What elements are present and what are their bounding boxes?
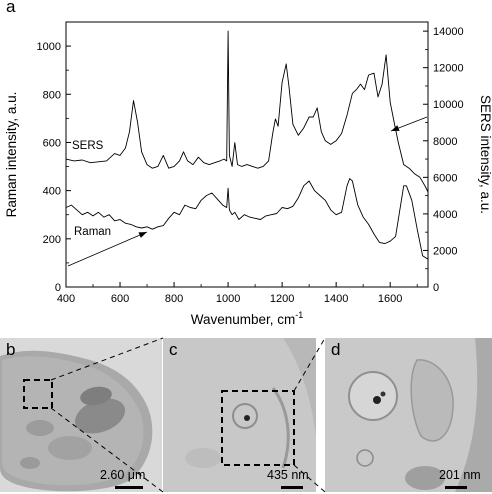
x-axis-label: Wavenumber, cm-1 — [191, 310, 304, 327]
sers-arrowhead — [391, 125, 400, 131]
y-right-tick-label: 14000 — [433, 26, 464, 38]
x-axis-label-superscript: -1 — [295, 310, 303, 320]
panel-a-letter: a — [6, 0, 16, 16]
scalebar-b — [115, 486, 143, 489]
y-right-tick-label: 10000 — [433, 99, 464, 111]
scalebar-d-label: 201 nm — [439, 468, 481, 482]
em-panel-d: d 201 nm — [325, 338, 492, 492]
scalebar-d — [445, 486, 467, 489]
x-axis-label-text: Wavenumber, cm — [191, 312, 296, 327]
y-right-tick-label: 2000 — [433, 245, 457, 257]
x-tick-label: 1000 — [216, 293, 240, 305]
x-tick-label: 400 — [57, 293, 75, 305]
y-left-tick-label: 200 — [43, 234, 61, 246]
y-right-tick-label: 8000 — [433, 136, 457, 148]
y-axis-label-left: Raman intensity, a.u. — [4, 92, 19, 218]
raman-spectrum-line — [65, 178, 429, 260]
y-right-tick-label: 4000 — [433, 209, 457, 221]
x-tick-label: 1200 — [270, 293, 294, 305]
y-right-tick-label: 0 — [433, 282, 439, 294]
y-right-tick-label: 6000 — [433, 172, 457, 184]
y-left-tick-label: 400 — [43, 186, 61, 198]
plot-frame — [65, 21, 429, 288]
y-left-tick-label: 0 — [55, 282, 61, 294]
raman-annotation: Raman — [74, 226, 111, 238]
raman-arrow — [67, 231, 148, 267]
y-left-tick-label: 1000 — [37, 41, 61, 53]
x-tick-label: 600 — [111, 293, 129, 305]
scalebar-c-label: 435 nm — [267, 468, 309, 482]
sers-spectrum-line — [65, 30, 429, 193]
em-panel-b: b 2.60 μm — [0, 338, 162, 492]
spectrum-chart: 400 600 800 1000 1200 1400 1600 0 200 400 600 800 10… — [4, 21, 492, 327]
x-tick-label: 800 — [165, 293, 183, 305]
y-left-tick-label: 600 — [43, 137, 61, 149]
sers-annotation: SERS — [72, 140, 104, 152]
panel-c-letter: c — [169, 340, 178, 359]
scalebar-c — [281, 486, 303, 489]
scalebar-b-label: 2.60 μm — [100, 468, 146, 482]
raman-arrowhead — [138, 232, 147, 238]
panel-d-letter: d — [331, 340, 341, 359]
y-right-tick-label: 12000 — [433, 63, 464, 75]
y-left-tick-label: 800 — [43, 89, 61, 101]
y-axis-label-right: SERS intensity, a.u. — [478, 95, 492, 214]
panel-b-letter: b — [6, 340, 16, 359]
em-image-d — [325, 338, 492, 492]
x-tick-label: 1400 — [324, 293, 348, 305]
em-panel-c: c 435 nm — [163, 338, 316, 492]
x-tick-label: 1600 — [378, 293, 402, 305]
